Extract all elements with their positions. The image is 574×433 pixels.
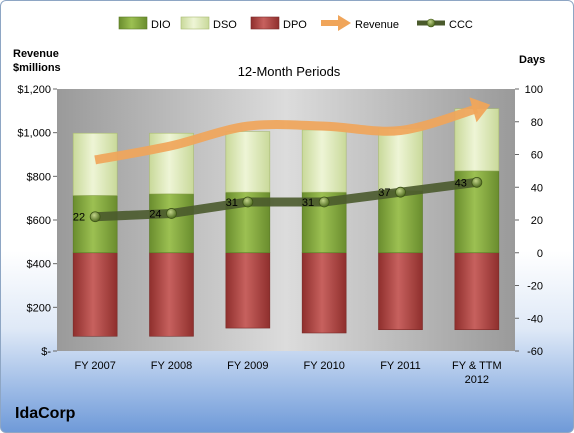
- left-axis-title-line2: $millions: [13, 62, 61, 74]
- bar-dso: [225, 131, 271, 193]
- legend-label-dso: DSO: [213, 19, 237, 31]
- ccc-data-label: 24: [149, 208, 161, 220]
- ccc-point: [89, 211, 101, 223]
- bar-dpo: [149, 252, 194, 337]
- right-tick-label: 60: [531, 150, 543, 162]
- revenue-line: [94, 104, 479, 165]
- bar-dso: [378, 128, 423, 191]
- legend-swatch-revenue-arrow: [338, 15, 351, 31]
- left-axis-title-line1: Revenue: [13, 48, 59, 60]
- category-label: FY 2008: [151, 360, 192, 372]
- category-label: FY 2011: [380, 360, 421, 372]
- left-tick-label: $800: [27, 171, 51, 183]
- ccc-data-label: 37: [378, 187, 390, 199]
- legend-swatch-ccc-dot: [426, 18, 436, 28]
- left-tick-label: $1,200: [17, 84, 51, 96]
- right-axis: -60 -40 -20 0 20 40 60 80 100: [515, 84, 543, 358]
- ccc-point: [166, 208, 177, 219]
- ccc-data-label: 43: [455, 177, 467, 189]
- legend: DIO DSO DPO Revenue CCC: [118, 15, 473, 31]
- chart-title: 12-Month Periods: [238, 64, 341, 79]
- ccc-point: [318, 196, 330, 208]
- right-tick-label: -40: [527, 313, 543, 325]
- right-tick-label: -60: [527, 346, 543, 358]
- legend-swatch-dso: [180, 16, 210, 30]
- bar-dso: [301, 129, 347, 193]
- category-label-line2: 2012: [465, 374, 489, 386]
- right-tick-label: 0: [537, 248, 543, 260]
- bar-dio: [72, 195, 118, 254]
- left-axis: $- $200 $400 $600 $800 $1,000 $1,200: [17, 84, 57, 358]
- plot-area: [57, 89, 515, 351]
- legend-label-dio: DIO: [151, 19, 171, 31]
- bar-dio: [378, 190, 423, 254]
- ccc-series: 22 24 31 31 37 43: [73, 176, 483, 224]
- right-axis-title: Days: [519, 54, 545, 66]
- ccc-point: [471, 176, 483, 188]
- bar-dpo: [72, 252, 118, 337]
- left-tick-label: $600: [27, 215, 51, 227]
- company-name: IdaCorp: [15, 405, 76, 422]
- left-tick-label: $200: [27, 302, 51, 314]
- category-label: FY & TTM: [452, 360, 502, 372]
- legend-swatch-dpo: [250, 16, 280, 30]
- bar-dpo: [301, 252, 347, 334]
- right-tick-label: 20: [531, 215, 543, 227]
- right-tick-label: 40: [531, 182, 543, 194]
- category-label: FY 2009: [227, 360, 268, 372]
- legend-label-dpo: DPO: [283, 19, 307, 31]
- left-tick-label: $400: [27, 259, 51, 271]
- bar-dpo: [378, 252, 423, 331]
- bar-dso: [72, 132, 118, 196]
- left-tick-label: $1,000: [17, 128, 51, 140]
- bar-dio: [149, 193, 194, 254]
- legend-label-revenue: Revenue: [355, 19, 399, 31]
- category-label: FY 2007: [74, 360, 115, 372]
- legend-swatch-dio: [118, 16, 148, 30]
- ccc-line: [94, 177, 478, 222]
- right-tick-label: 80: [531, 117, 543, 129]
- revenue-series: [94, 97, 491, 165]
- ccc-data-label: 31: [302, 197, 314, 209]
- ccc-point: [242, 196, 254, 208]
- category-axis: FY 2007 FY 2008 FY 2009 FY 2010 FY 2011 FY & …: [74, 360, 501, 386]
- right-tick-label: 100: [525, 84, 543, 96]
- left-tick-label: $-: [41, 346, 51, 358]
- right-tick-label: -20: [527, 281, 543, 293]
- bar-dpo: [454, 252, 500, 331]
- ccc-point: [395, 186, 406, 198]
- revenue-arrowhead: [469, 97, 491, 123]
- legend-label-ccc: CCC: [449, 19, 473, 31]
- category-label: FY 2010: [303, 360, 344, 372]
- bar-dpo: [225, 252, 271, 329]
- ccc-data-label: 31: [226, 197, 238, 209]
- ccc-data-label: 22: [73, 212, 85, 224]
